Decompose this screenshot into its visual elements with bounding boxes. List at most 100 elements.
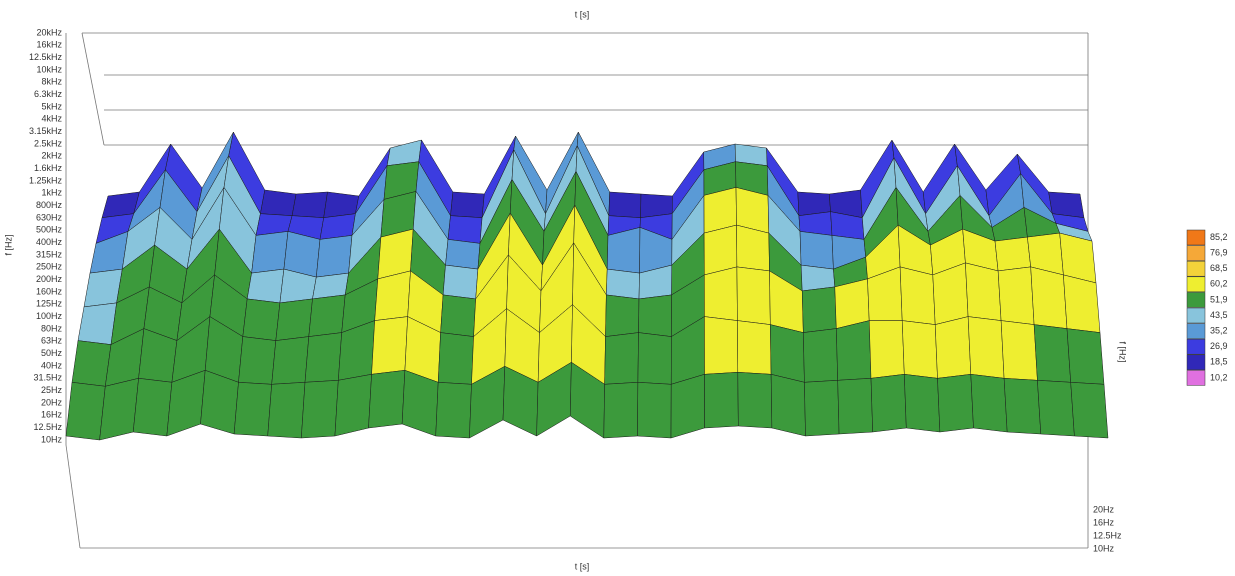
surface-cell <box>445 239 481 270</box>
axis-title: f [Hz] <box>1118 341 1128 362</box>
y-tick-label: 2kHz <box>41 151 62 161</box>
surface-cell <box>1033 324 1071 383</box>
surface-cell <box>770 373 806 437</box>
surface-cell <box>834 278 870 329</box>
y-tick-label: 6.3kHz <box>34 89 63 99</box>
surface-cell <box>251 231 289 274</box>
legend-label: 60,2 <box>1210 279 1228 289</box>
y-tick-label: 16kHz <box>36 40 62 50</box>
surface-cell <box>736 266 771 325</box>
surface-cell <box>374 270 411 321</box>
surface-cell <box>1003 378 1042 435</box>
surface-cell <box>837 378 873 435</box>
surface-cell <box>605 294 640 337</box>
legend-swatch <box>1186 370 1206 386</box>
surface-cell <box>65 382 106 441</box>
surface-cell <box>246 268 285 304</box>
y-tick-label: 400Hz <box>36 237 63 247</box>
axis-title: t [s] <box>575 9 590 19</box>
surface-cell <box>901 320 938 379</box>
surface-cell <box>401 369 439 437</box>
surface-cell <box>1066 328 1105 385</box>
surface-cell <box>801 286 837 333</box>
surface-cell <box>242 298 281 341</box>
surface-cell <box>994 236 1031 272</box>
surface-cell <box>233 382 272 437</box>
surface-cell <box>606 268 640 300</box>
y-tick-label: 1kHz <box>41 188 62 198</box>
surface-cell <box>736 224 770 272</box>
frame <box>65 32 1089 549</box>
surface-cell <box>267 382 306 439</box>
axis-title: f [Hz] <box>3 234 13 255</box>
surface-cell <box>1000 320 1038 381</box>
surface-cell <box>803 328 838 383</box>
surface-cell <box>799 231 834 270</box>
legend-label: 18,5 <box>1210 357 1228 367</box>
legend-swatch <box>1186 323 1206 339</box>
y-tick-label: 10Hz <box>41 434 63 444</box>
y-tick-label: 160Hz <box>36 286 63 296</box>
legend-label: 10,2 <box>1210 372 1228 382</box>
surface-cell <box>304 332 342 383</box>
y-tick-label: 100Hz <box>36 311 63 321</box>
y-tick-label: 31.5Hz <box>33 373 62 383</box>
surface-cell <box>870 374 907 433</box>
surface-cell <box>71 340 112 387</box>
y-tick-label: 500Hz <box>36 225 63 235</box>
surface-cell <box>608 191 642 218</box>
surface-cell <box>670 373 705 439</box>
y-tick-label: 800Hz <box>36 200 63 210</box>
surface-cell <box>99 377 139 441</box>
y-tick-label: 16Hz <box>41 410 63 420</box>
axis-title: t [s] <box>575 561 590 571</box>
y-tick-label: 2.5kHz <box>34 138 63 148</box>
y-tick-label: 50Hz <box>41 348 63 358</box>
surface-cell <box>704 372 739 429</box>
legend-label: 43,5 <box>1210 310 1228 320</box>
surface-cell <box>606 227 641 274</box>
frame-line <box>65 444 81 549</box>
surface-cell <box>937 374 974 433</box>
surface-cell <box>836 320 872 381</box>
surface-cell <box>737 372 773 429</box>
surface-cell <box>371 316 408 375</box>
surface-cell <box>271 336 310 385</box>
surface-cell <box>291 191 328 218</box>
y-tick-label: 125Hz <box>36 299 63 309</box>
legend-label: 85,2 <box>1210 232 1228 242</box>
surface-cell <box>603 382 639 439</box>
surface-cell <box>83 268 123 308</box>
surface-cell <box>737 320 772 375</box>
surface-cell <box>703 224 738 276</box>
surface-cell <box>260 189 297 216</box>
surface-cell <box>800 264 836 292</box>
y-tick-label: 16Hz <box>1093 517 1115 527</box>
surface-cell <box>437 332 474 385</box>
y-tick-label: 200Hz <box>36 274 63 284</box>
y-tick-label: 1.25kHz <box>29 175 63 185</box>
y-tick-label: 630Hz <box>36 212 63 222</box>
y-tick-label: 8kHz <box>41 77 62 87</box>
surface-cell <box>132 378 173 437</box>
y-tick-label: 40Hz <box>41 360 63 370</box>
y-tick-label: 12.5Hz <box>1093 530 1122 540</box>
surface-cell <box>970 374 1008 433</box>
surface-cell <box>334 373 372 437</box>
y-tick-label: 4kHz <box>41 114 62 124</box>
y-tick-label: 10kHz <box>36 64 62 74</box>
surface-cell <box>1063 274 1101 333</box>
surface-cell <box>704 266 738 321</box>
legend-swatch <box>1186 307 1206 324</box>
y-tick-label: 12.5kHz <box>29 52 63 62</box>
frame-line <box>81 32 105 146</box>
y-tick-label: 25Hz <box>41 385 63 395</box>
surface-cell <box>965 262 1002 321</box>
surface-cell <box>637 332 672 385</box>
surface-cell <box>1030 266 1068 329</box>
surface-cell <box>934 316 972 379</box>
legend-swatch <box>1186 245 1206 261</box>
legend-label: 26,9 <box>1210 341 1228 351</box>
surface-cell <box>442 264 479 300</box>
